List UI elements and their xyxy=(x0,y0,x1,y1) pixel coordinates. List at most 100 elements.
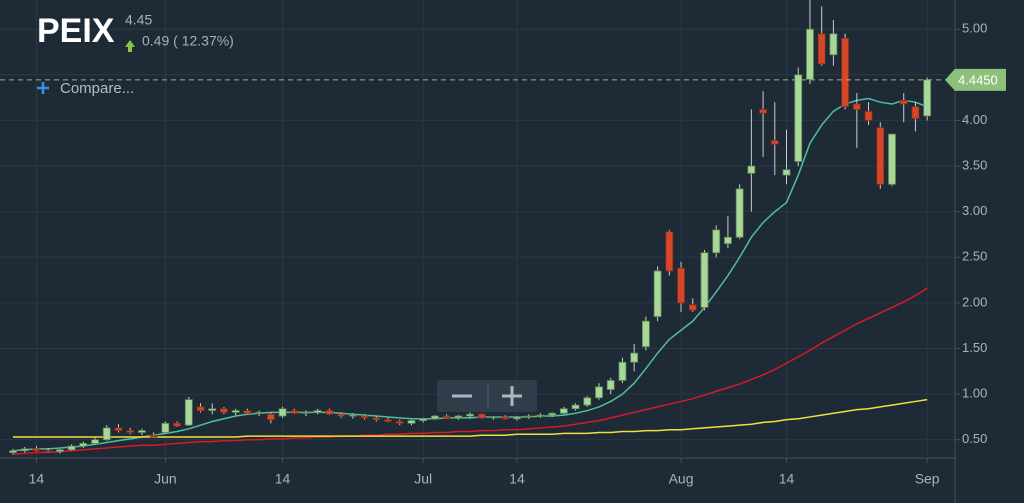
candle-body xyxy=(337,413,346,417)
candle-body xyxy=(864,110,873,121)
candle-body xyxy=(407,420,416,424)
candle-body xyxy=(911,106,920,120)
candle-body xyxy=(255,411,264,414)
candle-body xyxy=(161,422,170,433)
candle-body xyxy=(173,422,181,427)
candle-body xyxy=(665,231,674,272)
moving-average-line xyxy=(12,287,928,456)
candle-body xyxy=(653,270,662,317)
candle-body xyxy=(583,397,592,406)
candle-body xyxy=(501,416,510,420)
candle-body xyxy=(677,267,685,304)
candle-body xyxy=(278,408,287,417)
candle-body xyxy=(536,414,545,417)
candle-body xyxy=(876,127,885,185)
y-tick-label: 2.50 xyxy=(962,249,987,264)
candle-body xyxy=(899,99,908,105)
candle-body xyxy=(524,415,533,418)
moving-average-line xyxy=(13,398,928,438)
candle-body xyxy=(770,140,779,145)
candle-body xyxy=(55,449,64,453)
candle-body xyxy=(735,188,744,238)
candle-body xyxy=(806,28,814,80)
candle-body xyxy=(266,413,275,421)
candle-body xyxy=(442,415,451,419)
y-tick-label: 3.50 xyxy=(962,157,987,172)
candle-body xyxy=(712,229,721,254)
candle-body xyxy=(32,448,41,452)
candle-body xyxy=(348,414,357,417)
candle-body xyxy=(138,430,146,433)
plot-area xyxy=(0,0,955,456)
plus-icon xyxy=(37,82,49,94)
candle-body xyxy=(559,408,568,414)
candle-body xyxy=(360,415,369,419)
compare-button[interactable]: Compare... xyxy=(37,80,134,97)
candle-body xyxy=(290,410,299,414)
candle-body xyxy=(91,439,99,444)
y-tick-label: 3.00 xyxy=(962,203,987,218)
last-price-tag xyxy=(945,68,1006,91)
candle-body xyxy=(243,410,252,414)
price: 4.45 xyxy=(125,12,152,28)
candle-body xyxy=(923,79,932,117)
candle-body xyxy=(20,448,29,452)
candle-body xyxy=(208,408,217,411)
candle-body xyxy=(852,103,861,110)
candle-body xyxy=(431,415,439,420)
y-tick-label: 5.00 xyxy=(962,21,987,36)
candle-body xyxy=(126,430,135,433)
candle-body xyxy=(630,352,639,363)
candle-body xyxy=(454,415,463,419)
candle-body xyxy=(888,133,896,185)
candle-body xyxy=(829,33,838,56)
candle-body xyxy=(9,450,17,453)
candle-body xyxy=(571,404,580,410)
candle-body xyxy=(817,33,826,65)
candle-body xyxy=(700,252,709,308)
candle-body xyxy=(794,74,803,162)
candle-body xyxy=(641,320,650,348)
candle-body xyxy=(79,443,88,447)
candle-body xyxy=(67,445,76,451)
candle-body xyxy=(384,419,392,422)
candle-body xyxy=(618,361,627,381)
candle-body xyxy=(466,413,474,417)
candle-body xyxy=(395,421,404,424)
x-tick-label: Sep xyxy=(915,471,940,487)
candle-body xyxy=(44,450,53,453)
candle-body xyxy=(724,236,732,244)
candle-body xyxy=(548,412,557,416)
candle-body xyxy=(606,380,615,390)
candle-body xyxy=(489,416,498,419)
candle-body xyxy=(782,169,791,176)
zoom-in[interactable] xyxy=(502,386,522,406)
candle-body xyxy=(688,304,697,311)
candle-body xyxy=(184,399,193,426)
x-tick-label: 14 xyxy=(275,471,291,487)
x-tick-label: 14 xyxy=(779,471,795,487)
candle-body xyxy=(231,410,240,413)
axes: 0.501.001.502.002.503.003.504.004.505.00… xyxy=(29,21,1006,487)
x-tick-label: Aug xyxy=(669,471,694,487)
x-tick-label: 14 xyxy=(509,471,525,487)
candle-body xyxy=(149,434,158,438)
candle-body xyxy=(841,37,850,108)
candle-body xyxy=(302,411,310,414)
y-tick-label: 1.50 xyxy=(962,340,987,355)
grid xyxy=(0,0,955,458)
x-tick-label: 14 xyxy=(29,471,45,487)
zoom-controls xyxy=(437,380,537,412)
compare-label[interactable]: Compare... xyxy=(60,80,134,97)
candle-body xyxy=(196,406,205,411)
candle-body xyxy=(477,413,486,419)
price-change: 0.49 ( 12.37%) xyxy=(142,33,234,49)
candle-body xyxy=(114,427,123,432)
symbol: PEIX xyxy=(37,12,115,50)
x-tick-label: Jul xyxy=(414,471,432,487)
up-arrow xyxy=(125,40,135,52)
candle-body xyxy=(325,410,334,415)
candle-body xyxy=(372,417,381,421)
